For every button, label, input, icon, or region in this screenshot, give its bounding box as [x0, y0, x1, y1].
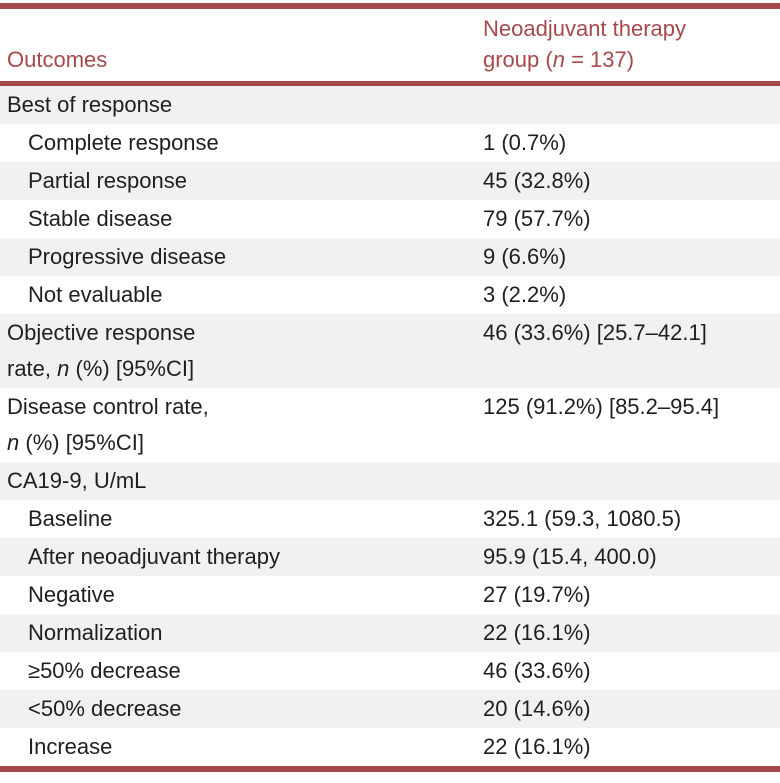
row-label: Not evaluable — [0, 277, 483, 313]
row-value: 1 (0.7%) — [483, 130, 567, 155]
row-label: <50% decrease — [0, 691, 483, 727]
table-header-row: Outcomes Neoadjuvant therapy group (n = … — [0, 9, 780, 81]
label-text: Normalization — [28, 620, 163, 645]
label-text: Neoadjuvant therapy group ( — [483, 16, 687, 72]
row-label: ≥50% decrease — [0, 653, 483, 689]
row-value: 9 (6.6%) — [483, 244, 567, 269]
table-bottom-border — [0, 766, 780, 772]
row-label: After neoadjuvant therapy — [0, 539, 483, 575]
row-label: Negative — [0, 577, 483, 613]
label-text: Negative — [28, 582, 115, 607]
row-label: CA19-9, U/mL — [0, 463, 483, 499]
label-text: Baseline — [28, 506, 113, 531]
row-label: Complete response — [0, 125, 483, 161]
row-label: Disease control rate, n (%) [95%CI] — [0, 389, 483, 461]
table-row: Objective response rate, n (%) [95%CI] 46… — [0, 314, 780, 388]
row-value: 22 (16.1%) — [483, 620, 591, 645]
row-value: 22 (16.1%) — [483, 734, 591, 759]
row-label: Stable disease — [0, 201, 483, 237]
row-label: Baseline — [0, 501, 483, 537]
italic-n-text: n — [7, 430, 20, 455]
label-text: ≥50% decrease — [28, 658, 181, 683]
label-text: Stable disease — [28, 206, 173, 231]
label-text: Not evaluable — [28, 282, 163, 307]
outcomes-table: Outcomes Neoadjuvant therapy group (n = … — [0, 3, 780, 772]
label-text: = 137) — [564, 47, 635, 72]
table-row: Normalization 22 (16.1%) — [0, 614, 780, 652]
table-row: Stable disease 79 (57.7%) — [0, 200, 780, 238]
label-text: Best of response — [7, 92, 173, 117]
row-value: 46 (33.6%) — [483, 658, 591, 683]
row-label: Increase — [0, 729, 483, 765]
table-row: Best of response — [0, 86, 780, 124]
label-text: (%) [95%CI] — [19, 430, 144, 455]
table-row: <50% decrease 20 (14.6%) — [0, 690, 780, 728]
table-body: Best of response Complete response 1 (0.7%… — [0, 86, 780, 766]
row-value: 27 (19.7%) — [483, 582, 591, 607]
table-row: Partial response 45 (32.8%) — [0, 162, 780, 200]
header-outcomes: Outcomes — [7, 47, 108, 72]
table-row: Disease control rate, n (%) [95%CI] 125 (… — [0, 388, 780, 462]
label-text: Objective response rate, — [7, 320, 196, 381]
row-label: Partial response — [0, 163, 483, 199]
table-row: Increase 22 (16.1%) — [0, 728, 780, 766]
table-row: After neoadjuvant therapy 95.9 (15.4, 400… — [0, 538, 780, 576]
label-text: CA19-9, U/mL — [7, 468, 147, 493]
row-label: Progressive disease — [0, 239, 483, 275]
row-label: Best of response — [0, 87, 483, 123]
table-row: ≥50% decrease 46 (33.6%) — [0, 652, 780, 690]
row-value: 46 (33.6%) [25.7–42.1] — [483, 320, 707, 345]
row-value: 45 (32.8%) — [483, 168, 591, 193]
row-value: 95.9 (15.4, 400.0) — [483, 544, 657, 569]
table-row: Baseline 325.1 (59.3, 1080.5) — [0, 500, 780, 538]
label-text: Complete response — [28, 130, 219, 155]
label-text: <50% decrease — [28, 696, 182, 721]
italic-n-text: n — [552, 47, 565, 72]
header-neoadjuvant-group: Neoadjuvant therapy group (n = 137) — [483, 13, 780, 75]
row-value: 325.1 (59.3, 1080.5) — [483, 506, 682, 531]
table-row: Not evaluable 3 (2.2%) — [0, 276, 780, 314]
row-value: 3 (2.2%) — [483, 282, 567, 307]
table-row: Complete response 1 (0.7%) — [0, 124, 780, 162]
table-top-border — [0, 3, 780, 9]
row-value: 79 (57.7%) — [483, 206, 591, 231]
label-text: Disease control rate, — [7, 394, 209, 419]
label-text: (%) [95%CI] — [69, 356, 195, 381]
label-text: Progressive disease — [28, 244, 227, 269]
label-text: After neoadjuvant therapy — [28, 544, 280, 569]
row-label: Objective response rate, n (%) [95%CI] — [0, 315, 483, 387]
label-text: Increase — [28, 734, 113, 759]
row-value: 20 (14.6%) — [483, 696, 591, 721]
header-divider — [0, 81, 780, 86]
row-label: Normalization — [0, 615, 483, 651]
table-row: CA19-9, U/mL — [0, 462, 780, 500]
table-row: Negative 27 (19.7%) — [0, 576, 780, 614]
table-row: Progressive disease 9 (6.6%) — [0, 238, 780, 276]
label-text: Partial response — [28, 168, 187, 193]
row-value: 125 (91.2%) [85.2–95.4] — [483, 394, 720, 419]
italic-n-text: n — [57, 356, 70, 381]
